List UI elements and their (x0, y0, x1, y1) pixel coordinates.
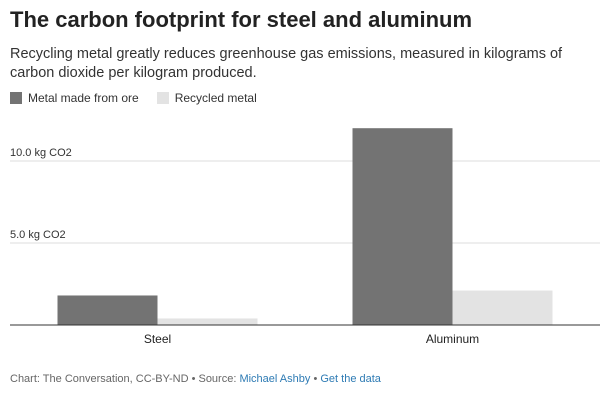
source-separator: • Source: (188, 373, 240, 385)
x-tick-label-aluminum: Aluminum (426, 332, 479, 346)
y-tick-label-1: 10.0 kg CO2 (10, 147, 72, 159)
get-the-data-link[interactable]: Get the data (320, 373, 381, 385)
chart-subtitle: Recycling metal greatly reduces greenhou… (10, 46, 563, 81)
bar-steel-ore (57, 295, 158, 325)
legend-label-recycled: Recycled metal (174, 91, 257, 105)
credit-text: Chart: The Conversation, CC-BY-ND (10, 373, 189, 385)
legend-swatch-recycled (156, 92, 169, 104)
legend-item-ore: Metal made from ore (10, 91, 139, 105)
x-tick-label-steel: Steel (144, 332, 171, 346)
link-separator: • (310, 373, 321, 385)
chart-title: The carbon footprint for steel and alumi… (10, 7, 473, 32)
bar-steel-recycled (157, 318, 258, 325)
y-tick-label-0: 5.0 kg CO2 (10, 229, 66, 241)
bar-aluminum-recycled (452, 290, 553, 325)
source-link[interactable]: Michael Ashby (239, 373, 311, 385)
legend: Metal made from ore Recycled metal (10, 91, 275, 105)
bar-aluminum-ore (352, 128, 453, 325)
legend-label-ore: Metal made from ore (28, 91, 139, 105)
legend-item-recycled: Recycled metal (156, 91, 257, 105)
legend-swatch-ore (10, 92, 22, 104)
chart-footer: Chart: The Conversation, CC-BY-ND • Sour… (10, 373, 381, 385)
